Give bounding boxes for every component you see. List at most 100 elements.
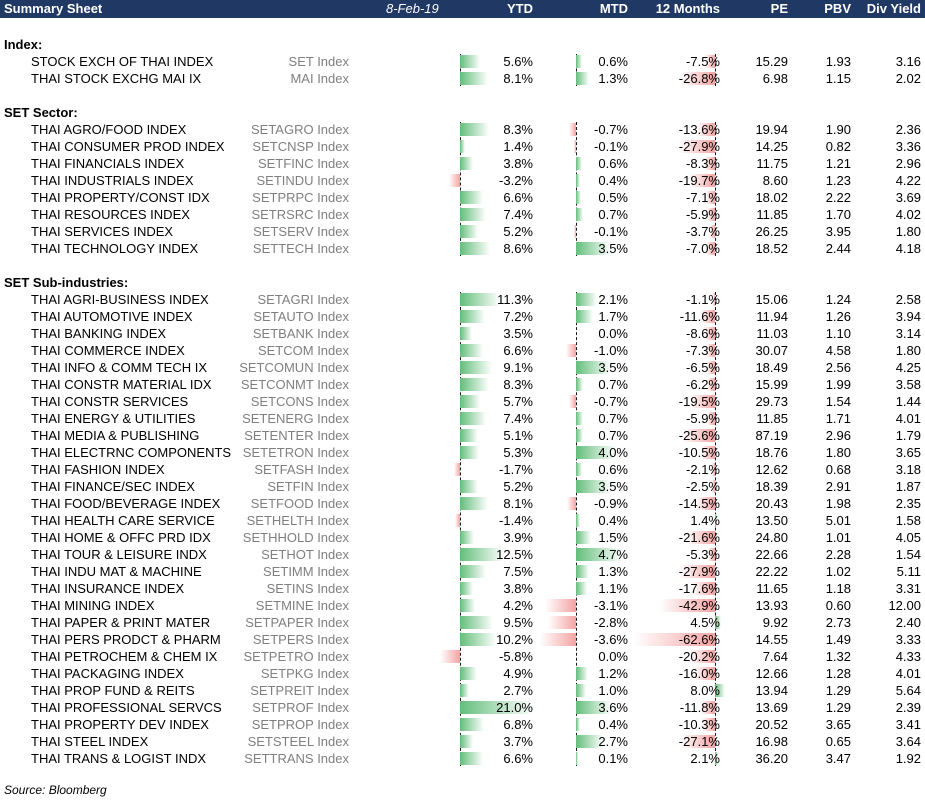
12-months-value: -1.1%: [686, 292, 720, 307]
ytd-data-bar: [460, 497, 489, 510]
m12-data-bar: [689, 174, 715, 187]
table-row: THAI FINANCIALS INDEX SETFINC Index 3.8% 0.…: [0, 155, 925, 172]
index-name: THAI INDU MAT & MACHINE: [31, 564, 202, 579]
mtd-data-bar: [576, 157, 582, 170]
ticker: SETCONMT Index: [240, 377, 349, 392]
pbv-value: 3.95: [825, 224, 851, 239]
m12-data-bar: [711, 480, 715, 493]
mtd-data-bar: [574, 140, 576, 153]
mtd-data-bar: [566, 344, 576, 357]
m12-data-bar: [707, 412, 715, 425]
m12-data-bar: [708, 548, 715, 561]
ticker: SETAUTO Index: [253, 309, 349, 324]
div-yield-value: 1.80: [895, 224, 921, 239]
ticker: SETFIN Index: [267, 479, 349, 494]
mtd-value: -0.9%: [594, 496, 628, 511]
index-name: THAI SERVICES INDEX: [31, 224, 174, 239]
mtd-value: -3.6%: [594, 632, 628, 647]
div-yield-value: 2.58: [895, 292, 921, 307]
mtd-value: 3.5%: [598, 479, 628, 494]
mtd-value: 3.5%: [598, 241, 628, 256]
mtd-value: 0.0%: [598, 649, 628, 664]
12-months-value: -19.7%: [678, 173, 720, 188]
ytd-value: 9.5%: [503, 615, 533, 630]
pbv-value: 2.91: [825, 479, 851, 494]
index-name: THAI PAPER & PRINT MATER: [31, 615, 211, 630]
table-row: THAI PETROCHEM & CHEM IX SETPETRO Index -5…: [0, 648, 925, 665]
pe-value: 12.62: [755, 462, 788, 477]
mtd-data-bar: [569, 395, 576, 408]
table-row: THAI HEALTH CARE SERVICE SETHELTH Index -1…: [0, 512, 925, 529]
ticker: SETPKG Index: [260, 666, 349, 681]
12-months-value: -5.9%: [686, 207, 720, 222]
ticker: SETHOT Index: [261, 547, 349, 562]
table-row: THAI STOCK EXCHG MAI IX MAI Index 8.1% 1.3%…: [0, 70, 925, 87]
pbv-value: 1.10: [825, 326, 851, 341]
m12-data-bar: [659, 599, 715, 612]
div-yield-value: 1.87: [895, 479, 921, 494]
ytd-data-bar: [460, 752, 484, 765]
mtd-zero-axis: [576, 54, 577, 86]
m12-data-bar: [680, 72, 715, 85]
12-months-value: 8.0%: [690, 683, 720, 698]
mtd-value: 0.6%: [598, 156, 628, 171]
div-yield-value: 12.00: [888, 598, 921, 613]
mtd-value: -0.7%: [594, 394, 628, 409]
ytd-zero-axis: [460, 292, 461, 766]
pe-value: 15.99: [755, 377, 788, 392]
ytd-data-bar: [460, 599, 475, 612]
table-row: THAI SERVICES INDEX SETSERV Index 5.2% -0.1…: [0, 223, 925, 240]
mtd-data-bar: [576, 293, 597, 306]
pe-value: 13.93: [755, 598, 788, 613]
ticker: SETENERG Index: [242, 411, 349, 426]
index-name: THAI PACKAGING INDEX: [31, 666, 184, 681]
table-row: THAI PROPERTY/CONST IDX SETPRPC Index 6.6%…: [0, 189, 925, 206]
mtd-data-bar: [576, 72, 589, 85]
pe-value: 8.60: [762, 173, 788, 188]
mtd-data-bar: [576, 752, 578, 765]
div-yield-value: 3.18: [895, 462, 921, 477]
m12-data-bar: [710, 225, 715, 238]
mtd-value: -2.8%: [594, 615, 628, 630]
mtd-data-bar: [576, 361, 611, 374]
ticker: SETINS Index: [266, 581, 349, 596]
ticker: SET Index: [288, 54, 349, 69]
ytd-value: 12.5%: [496, 547, 533, 562]
mtd-value: -1.0%: [594, 343, 628, 358]
ytd-data-bar: [460, 633, 496, 646]
ytd-value: 3.7%: [503, 734, 533, 749]
mtd-data-bar: [576, 446, 616, 459]
table-row: THAI FOOD/BEVERAGE INDEX SETFOOD Index 8.1…: [0, 495, 925, 512]
pbv-value: 1.02: [825, 564, 851, 579]
ytd-value: 3.8%: [503, 581, 533, 596]
table-row: THAI INDU MAT & MACHINE SETIMM Index 7.5% 1…: [0, 563, 925, 580]
div-yield-value: 2.40: [895, 615, 921, 630]
pbv-value: 1.24: [825, 292, 851, 307]
ytd-value: 5.7%: [503, 394, 533, 409]
mtd-data-bar: [576, 718, 580, 731]
pbv-value: 1.80: [825, 445, 851, 460]
mtd-data-bar: [576, 701, 612, 714]
pe-value: 18.76: [755, 445, 788, 460]
ticker: SETAGRI Index: [257, 292, 349, 307]
index-name: THAI COMMERCE INDEX: [31, 343, 185, 358]
ytd-data-bar: [454, 463, 460, 476]
table-row: THAI CONSTR SERVICES SETCONS Index 5.7% -0.…: [0, 393, 925, 410]
index-name: THAI RESOURCES INDEX: [31, 207, 190, 222]
index-name: THAI CONSTR SERVICES: [31, 394, 189, 409]
table-row: THAI PERS PRODCT & PHARM SETPERS Index 10.…: [0, 631, 925, 648]
pe-value: 30.07: [755, 343, 788, 358]
pe-value: 18.49: [755, 360, 788, 375]
ticker: SETFOOD Index: [250, 496, 349, 511]
div-yield-value: 1.44: [895, 394, 921, 409]
ytd-value: 8.3%: [503, 377, 533, 392]
ytd-value: 9.1%: [503, 360, 533, 375]
pe-value: 11.94: [756, 309, 788, 324]
m12-data-bar: [715, 514, 717, 527]
ytd-data-bar: [460, 531, 474, 544]
ytd-data-bar: [460, 735, 473, 748]
12-months-value: -11.6%: [679, 309, 720, 324]
div-yield-value: 1.92: [895, 751, 921, 766]
m12-data-bar: [704, 157, 715, 170]
ytd-value: 7.4%: [503, 207, 533, 222]
